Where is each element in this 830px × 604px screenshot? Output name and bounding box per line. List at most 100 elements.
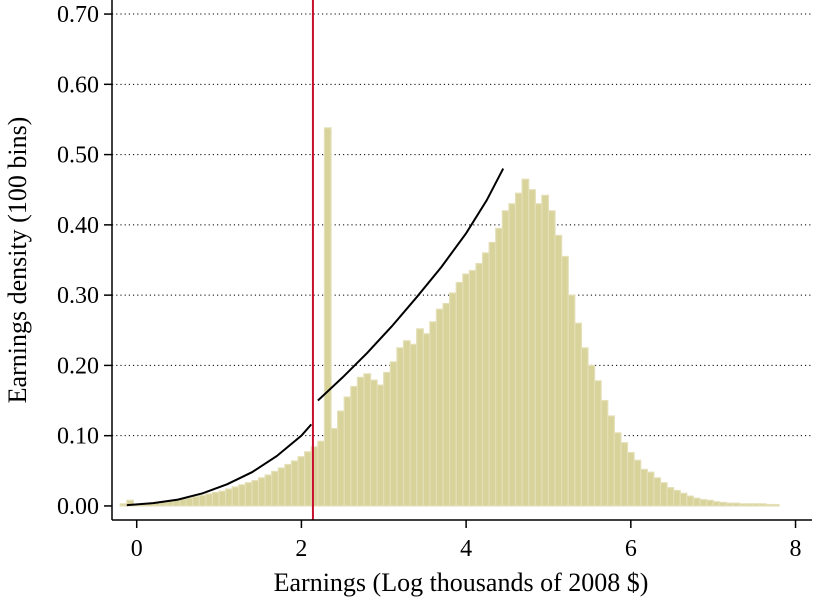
- bar-75: [613, 432, 622, 507]
- bar-40: [383, 371, 391, 507]
- bar-97: [758, 503, 767, 507]
- y-tick-label-6: 0.60: [57, 72, 99, 98]
- bar-26: [290, 460, 299, 507]
- bar-38: [369, 379, 378, 507]
- bar-23: [271, 470, 279, 507]
- bar-78: [633, 459, 642, 507]
- x-tick-label-2: 4: [460, 536, 472, 562]
- bar-36: [356, 376, 365, 507]
- x-tick-label-1: 2: [295, 536, 307, 562]
- bar-52: [462, 273, 471, 507]
- bar-82: [659, 482, 668, 507]
- fitted-curve-right: [317, 168, 505, 402]
- y-tick-label-0: 0.00: [57, 494, 99, 520]
- bar-47: [429, 321, 438, 507]
- bar-43: [402, 340, 411, 507]
- bar-24: [277, 467, 286, 507]
- y-tick-label-5: 0.50: [57, 143, 99, 169]
- bar-20: [251, 480, 260, 507]
- bar-99: [771, 503, 780, 507]
- bar-81: [653, 477, 662, 507]
- histogram-bars: [119, 127, 780, 507]
- bar-1: [126, 499, 135, 507]
- bar-42: [396, 347, 405, 507]
- bar-83: [666, 487, 675, 507]
- bar-54: [475, 262, 484, 507]
- bar-90: [712, 501, 721, 507]
- bar-64: [541, 194, 550, 507]
- x-axis-ticks: 0 2 4 6 8: [131, 520, 802, 562]
- bar-39: [376, 384, 385, 507]
- x-tick-label-3: 6: [625, 536, 637, 562]
- bar-48: [435, 308, 444, 507]
- bar-0: [119, 503, 128, 507]
- bar-37: [363, 373, 372, 507]
- bar-68: [567, 294, 576, 507]
- bar-66: [554, 234, 563, 507]
- bar-85: [679, 492, 688, 507]
- bar-92: [725, 502, 734, 507]
- bar-21: [257, 477, 266, 507]
- bar-56: [488, 241, 497, 507]
- x-axis-title: Earnings (Log thousands of 2008 $): [274, 568, 649, 597]
- bar-51: [455, 281, 464, 507]
- bar-88: [699, 499, 708, 507]
- bar-33: [337, 410, 345, 507]
- bar-60: [514, 192, 523, 507]
- x-tick-label-0: 0: [131, 536, 143, 562]
- bar-87: [692, 497, 701, 507]
- bar-49: [442, 302, 451, 507]
- bar-18: [238, 484, 247, 507]
- y-tick-label-2: 0.20: [57, 353, 99, 379]
- bar-73: [600, 399, 609, 507]
- bar-55: [481, 252, 490, 507]
- bar-95: [745, 503, 754, 507]
- bar-62: [528, 189, 536, 507]
- bar-86: [686, 495, 695, 507]
- bar-65: [547, 210, 556, 507]
- bar-61: [521, 178, 530, 507]
- bar-72: [593, 380, 602, 507]
- bar-28: [304, 451, 312, 507]
- y-axis-title: Earnings density (100 bins): [3, 117, 32, 404]
- bar-16: [225, 488, 233, 507]
- bar-53: [468, 269, 477, 507]
- y-tick-label-3: 0.30: [57, 283, 99, 309]
- bar-67: [561, 255, 569, 507]
- bar-11: [192, 496, 200, 507]
- y-tick-label-7: 0.70: [57, 2, 99, 28]
- bar-34: [343, 396, 352, 507]
- bar-17: [231, 486, 240, 507]
- bar-19: [244, 482, 253, 507]
- y-axis-ticks: 0.00 0.10 0.20 0.30 0.40 0.50 0.60 0.70: [57, 2, 112, 520]
- y-tick-label-1: 0.10: [57, 424, 99, 450]
- x-tick-label-4: 8: [790, 536, 802, 562]
- bar-71: [587, 364, 596, 507]
- bar-31: [323, 127, 332, 507]
- bar-94: [738, 503, 747, 507]
- fitted-curves: [126, 168, 505, 507]
- bar-58: [501, 210, 510, 507]
- bar-77: [626, 451, 635, 507]
- bar-96: [752, 503, 760, 507]
- bar-46: [422, 333, 431, 507]
- bar-76: [620, 442, 629, 507]
- bar-63: [534, 203, 543, 507]
- bar-84: [673, 489, 681, 507]
- bar-9: [178, 498, 187, 507]
- bar-10: [185, 497, 194, 507]
- bar-14: [211, 491, 220, 507]
- bar-44: [409, 343, 418, 507]
- bar-59: [508, 203, 517, 507]
- axes: [111, 0, 812, 521]
- bar-12: [198, 494, 207, 507]
- bar-15: [218, 490, 227, 507]
- bar-27: [297, 456, 306, 507]
- bar-74: [607, 415, 615, 507]
- bar-13: [205, 493, 214, 507]
- bar-32: [330, 428, 339, 507]
- bar-30: [317, 440, 326, 507]
- bar-22: [264, 474, 273, 507]
- bar-89: [705, 499, 714, 507]
